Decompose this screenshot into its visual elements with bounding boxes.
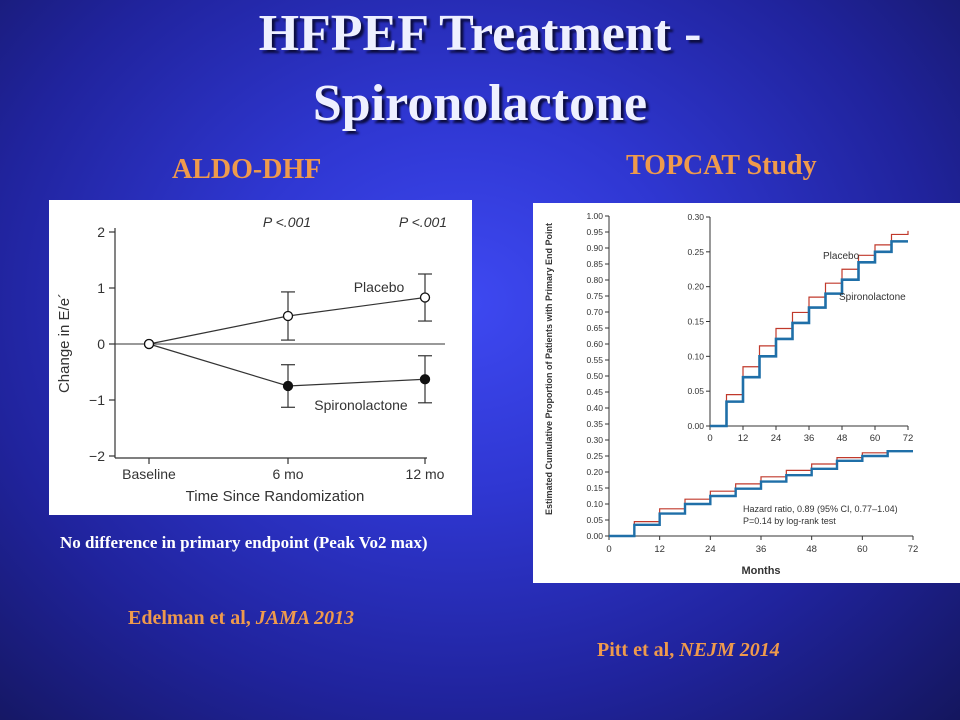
y-tick-label: 0.95	[586, 227, 603, 237]
y-tick-label: 0.25	[586, 451, 603, 461]
citation-authors: Pitt et al,	[597, 639, 680, 661]
p-value-text: P=0.14 by log-rank test	[743, 516, 836, 526]
aldo-dhf-chart: Change in E/e´ Time Since Randomization …	[56, 214, 447, 505]
inset-x-tick-label: 72	[903, 433, 914, 444]
slide-title-line-1: HFPEF Treatment -	[258, 5, 702, 62]
inset-x-tick-label: 0	[707, 433, 712, 444]
inset-y-tick-label: 0.05	[687, 386, 704, 396]
x-tick-label: Baseline	[122, 466, 176, 482]
y-tick-label: 0.80	[586, 275, 603, 285]
y-tick-label: 1	[97, 280, 105, 296]
inset-x-tick-label: 36	[804, 433, 815, 444]
x-tick-label: 48	[806, 544, 817, 555]
y-tick-label: 0	[97, 336, 105, 352]
data-point	[143, 338, 155, 350]
y-axis-label: Change in E/e´	[56, 293, 73, 393]
x-tick-label: 12	[654, 544, 665, 555]
p-value-12mo: P <.001	[399, 214, 447, 230]
data-point	[419, 374, 431, 385]
inset-x-tick-label: 48	[837, 433, 848, 444]
data-point	[282, 380, 294, 392]
citation-authors: Edelman et al,	[128, 607, 256, 629]
y-tick-label: −2	[89, 448, 105, 464]
y-tick-label: 0.00	[586, 531, 603, 541]
y-tick-label: 0.35	[586, 419, 603, 429]
y-tick-label: 0.50	[586, 371, 603, 381]
aldo-dhf-heading: ALDO-DHF	[172, 154, 322, 185]
hazard-ratio-text: Hazard ratio, 0.89 (95% CI, 0.77–1.04)	[743, 504, 898, 514]
inset-y-tick-label: 0.00	[687, 421, 704, 431]
inset-spironolactone-label: Spironolactone	[839, 292, 906, 303]
inset-y-tick-label: 0.20	[687, 282, 704, 292]
y-tick-label: 0.70	[586, 307, 603, 317]
topcat-heading: TOPCAT Study	[626, 150, 817, 181]
inset-y-tick-label: 0.10	[687, 351, 704, 361]
y-tick-label: −1	[89, 392, 105, 408]
topcat-chart: Estimated Cumulative Proportion of Patie…	[544, 211, 919, 577]
aldo-dhf-citation: Edelman et al, JAMA 2013	[128, 607, 354, 630]
inset-x-tick-label: 12	[738, 433, 749, 444]
spironolactone-series-label: Spironolactone	[314, 397, 408, 413]
inset-placebo-label: Placebo	[823, 251, 860, 262]
inset-x-tick-label: 24	[771, 433, 782, 444]
inset-y-tick-label: 0.15	[687, 317, 704, 327]
x-tick-label: 72	[908, 544, 919, 555]
y-tick-label: 0.05	[586, 515, 603, 525]
y-tick-label: 0.30	[586, 435, 603, 445]
aldo-dhf-chart-panel: Change in E/e´ Time Since Randomization …	[49, 200, 472, 515]
y-tick-label: 2	[97, 224, 105, 240]
inset-y-tick-label: 0.25	[687, 247, 704, 257]
primary-endpoint-note: No difference in primary endpoint (Peak …	[60, 533, 428, 552]
y-axis-label: Estimated Cumulative Proportion of Patie…	[544, 223, 554, 515]
x-tick-label: 12 mo	[406, 466, 445, 482]
y-tick-label: 0.65	[586, 323, 603, 333]
y-tick-label: 0.40	[586, 403, 603, 413]
x-axis-label: Time Since Randomization	[186, 488, 365, 505]
y-tick-label: 0.55	[586, 355, 603, 365]
data-point	[282, 310, 294, 322]
x-axis-label: Months	[741, 565, 780, 577]
y-tick-label: 0.15	[586, 483, 603, 493]
data-point	[419, 292, 431, 303]
x-tick-label: 6 mo	[272, 466, 303, 482]
slide-title-line-2: Spironolactone	[312, 75, 648, 132]
inset-series-line	[710, 240, 908, 428]
y-tick-label: 0.85	[586, 259, 603, 269]
inset-background	[670, 211, 918, 450]
placebo-series-label: Placebo	[354, 279, 405, 295]
x-tick-label: 36	[756, 544, 767, 555]
x-tick-label: 24	[705, 544, 716, 555]
y-tick-label: 0.90	[586, 243, 603, 253]
citation-journal: NEJM 2014	[679, 639, 780, 661]
y-tick-label: 0.20	[586, 467, 603, 477]
p-value-6mo: P <.001	[263, 214, 311, 230]
series-line	[609, 450, 913, 538]
series-line	[609, 446, 914, 537]
x-tick-label: 0	[606, 544, 611, 555]
y-tick-label: 0.60	[586, 339, 603, 349]
topcat-chart-panel: Estimated Cumulative Proportion of Patie…	[533, 203, 960, 583]
y-tick-label: 1.00	[586, 211, 603, 221]
x-tick-label: 60	[857, 544, 868, 555]
inset-x-tick-label: 60	[870, 433, 881, 444]
y-tick-label: 0.45	[586, 387, 603, 397]
topcat-citation: Pitt et al, NEJM 2014	[597, 639, 780, 662]
inset-y-tick-label: 0.30	[687, 212, 704, 222]
y-tick-label: 0.75	[586, 291, 603, 301]
inset-series-line	[710, 230, 909, 427]
citation-journal: JAMA 2013	[255, 607, 355, 629]
y-tick-label: 0.10	[586, 499, 603, 509]
